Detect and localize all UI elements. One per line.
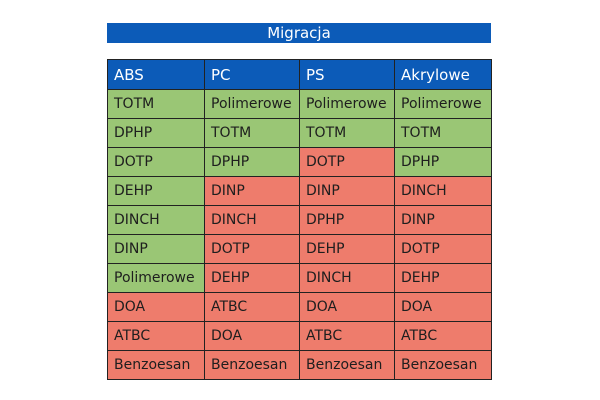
table-cell: Benzoesan bbox=[107, 350, 205, 380]
table-row: Polimerowe DEHP DINCH DEHP bbox=[107, 263, 492, 293]
table-row: DINP DOTP DEHP DOTP bbox=[107, 234, 492, 264]
table-cell: TOTM bbox=[204, 118, 300, 148]
table-cell: DOA bbox=[299, 292, 395, 322]
table-cell: DPHP bbox=[107, 118, 205, 148]
table-row: TOTM Polimerowe Polimerowe Polimerowe bbox=[107, 89, 492, 119]
table-cell: DOTP bbox=[394, 234, 492, 264]
table-cell: ATBC bbox=[299, 321, 395, 351]
migration-table: ABS PC PS Akrylowe TOTM Polimerowe Polimerowe… bbox=[107, 59, 492, 380]
table-cell: ATBC bbox=[107, 321, 205, 351]
table-cell: Polimerowe bbox=[299, 89, 395, 119]
table-cell: DEHP bbox=[107, 176, 205, 206]
table-cell: DOA bbox=[394, 292, 492, 322]
table-cell: DEHP bbox=[299, 234, 395, 264]
table-cell: DPHP bbox=[299, 205, 395, 235]
table-cell: ATBC bbox=[394, 321, 492, 351]
table-cell: TOTM bbox=[299, 118, 395, 148]
table-cell: TOTM bbox=[107, 89, 205, 119]
table-cell: DINCH bbox=[394, 176, 492, 206]
table-cell: Polimerowe bbox=[204, 89, 300, 119]
table-cell: DINP bbox=[394, 205, 492, 235]
table-cell: DEHP bbox=[394, 263, 492, 293]
table-title: Migracja bbox=[107, 23, 491, 43]
table-row: DOTP DPHP DOTP DPHP bbox=[107, 147, 492, 177]
table-body: TOTM Polimerowe Polimerowe Polimerowe DPHP TO… bbox=[107, 89, 492, 380]
table-cell: DOTP bbox=[299, 147, 395, 177]
column-header: PS bbox=[299, 59, 395, 90]
table-cell: DINCH bbox=[204, 205, 300, 235]
table-cell: ATBC bbox=[204, 292, 300, 322]
table-cell: Benzoesan bbox=[299, 350, 395, 380]
header-row: ABS PC PS Akrylowe bbox=[107, 59, 492, 90]
table-header: ABS PC PS Akrylowe bbox=[107, 59, 492, 90]
table-cell: Benzoesan bbox=[204, 350, 300, 380]
table-cell: DOA bbox=[204, 321, 300, 351]
column-header: ABS bbox=[107, 59, 205, 90]
table-row: DPHP TOTM TOTM TOTM bbox=[107, 118, 492, 148]
table-cell: DEHP bbox=[204, 263, 300, 293]
table-cell: Polimerowe bbox=[107, 263, 205, 293]
column-header: PC bbox=[204, 59, 300, 90]
table-cell: DPHP bbox=[204, 147, 300, 177]
table-cell: DINP bbox=[204, 176, 300, 206]
table-cell: DOA bbox=[107, 292, 205, 322]
table-cell: DINCH bbox=[107, 205, 205, 235]
table-row: Benzoesan Benzoesan Benzoesan Benzoesan bbox=[107, 350, 492, 380]
table-row: ATBC DOA ATBC ATBC bbox=[107, 321, 492, 351]
table-row: DEHP DINP DINP DINCH bbox=[107, 176, 492, 206]
table-cell: DOTP bbox=[107, 147, 205, 177]
table-cell: Polimerowe bbox=[394, 89, 492, 119]
table-cell: DINCH bbox=[299, 263, 395, 293]
column-header: Akrylowe bbox=[394, 59, 492, 90]
table-row: DINCH DINCH DPHP DINP bbox=[107, 205, 492, 235]
table-cell: DOTP bbox=[204, 234, 300, 264]
table-cell: DPHP bbox=[394, 147, 492, 177]
table-row: DOA ATBC DOA DOA bbox=[107, 292, 492, 322]
table-cell: Benzoesan bbox=[394, 350, 492, 380]
table-cell: DINP bbox=[299, 176, 395, 206]
table-cell: TOTM bbox=[394, 118, 492, 148]
table-cell: DINP bbox=[107, 234, 205, 264]
